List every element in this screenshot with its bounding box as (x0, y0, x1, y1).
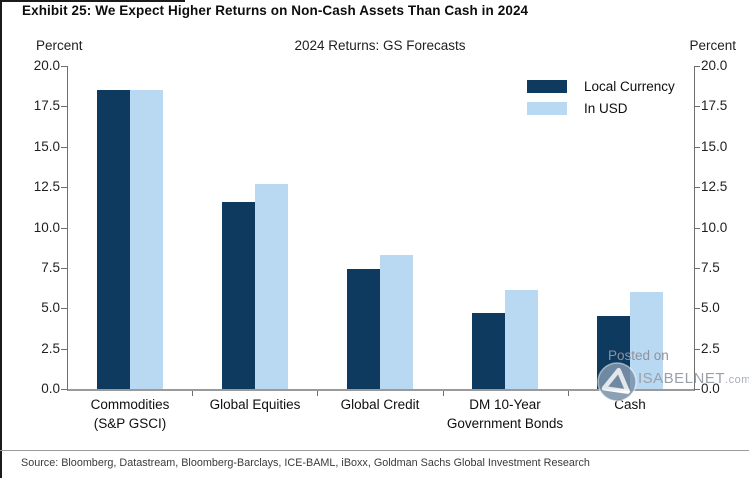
y-tick-label-left: 0.0 (41, 381, 60, 396)
x-axis-boundary-tick (443, 391, 444, 396)
legend-label-in-usd: In USD (584, 101, 628, 116)
bar-in-usd-dm-10-year (505, 290, 538, 389)
bar-group-global-equities (222, 66, 288, 389)
y-tick-label-right: 5.0 (701, 300, 720, 315)
bar-in-usd-global-equities (255, 184, 288, 389)
legend-item-local-currency: Local Currency (527, 79, 675, 94)
y-tick-right (694, 187, 700, 188)
y-tick-left (61, 147, 67, 148)
y-tick-label-left: 7.5 (41, 260, 60, 275)
watermark-brand-suffix: .com (725, 374, 749, 386)
bar-local-currency-global-credit (347, 269, 380, 389)
x-axis-boundary-tick (568, 391, 569, 396)
y-tick-right (694, 66, 700, 67)
legend-swatch-in-usd (527, 102, 567, 115)
bar-local-currency-commodities (97, 90, 130, 389)
bar-group-commodities (97, 66, 163, 389)
y-tick-label-right: 10.0 (701, 220, 728, 235)
y-axis-unit-left: Percent (36, 38, 83, 53)
y-tick-label-right: 12.5 (701, 179, 728, 194)
x-axis-boundary-tick (192, 391, 193, 396)
legend-label-local-currency: Local Currency (584, 79, 675, 94)
chart-title: 2024 Returns: GS Forecasts (294, 38, 466, 53)
y-tick-label-right: 15.0 (701, 139, 728, 154)
legend-item-in-usd: In USD (527, 101, 675, 116)
y-axis-unit-right: Percent (689, 38, 736, 53)
y-tick-right (694, 147, 700, 148)
watermark-brand-name: ISABELNET (638, 370, 726, 387)
y-tick-left (61, 268, 67, 269)
legend: Local Currency In USD (527, 79, 675, 123)
source-line: Source: Bloomberg, Datastream, Bloomberg… (21, 457, 590, 469)
bar-in-usd-global-credit (380, 255, 413, 389)
left-border (0, 0, 2, 478)
y-tick-right (694, 228, 700, 229)
exhibit-title: Exhibit 25: We Expect Higher Returns on … (22, 3, 529, 18)
y-tick-left (61, 106, 67, 107)
y-tick-label-left: 10.0 (33, 220, 60, 235)
y-tick-left (61, 66, 67, 67)
bar-local-currency-dm-10-year (472, 313, 505, 389)
y-tick-label-right: 17.5 (701, 98, 728, 113)
y-tick-label-right: 7.5 (701, 260, 720, 275)
bar-local-currency-global-equities (222, 202, 255, 389)
y-tick-right (694, 389, 700, 390)
y-tick-right (694, 268, 700, 269)
y-tick-left (61, 389, 67, 390)
y-tick-left (61, 187, 67, 188)
category-label-global-equities: Global Equities (209, 397, 301, 412)
isabelnet-logo-icon (596, 361, 638, 408)
y-tick-left (61, 228, 67, 229)
y-tick-label-right: 2.5 (701, 341, 720, 356)
source-divider (0, 450, 749, 451)
legend-swatch-local-currency (527, 80, 567, 93)
bar-group-dm-10-year (472, 66, 538, 389)
y-tick-label-right: 0.0 (701, 381, 720, 396)
y-tick-label-right: 20.0 (701, 58, 728, 73)
y-tick-right (694, 349, 700, 350)
category-label-global-credit: Global Credit (340, 397, 420, 412)
y-tick-label-left: 20.0 (33, 58, 60, 73)
y-tick-label-left: 5.0 (41, 300, 60, 315)
y-tick-label-left: 17.5 (33, 98, 60, 113)
bar-group-global-credit (347, 66, 413, 389)
y-tick-left (61, 349, 67, 350)
bar-in-usd-commodities (130, 90, 163, 389)
category-label-dm-10-year: DM 10-Year Government Bonds (446, 397, 564, 431)
y-tick-label-left: 2.5 (41, 341, 60, 356)
watermark-posted-on: Posted on (608, 348, 669, 363)
y-tick-right (694, 106, 700, 107)
y-tick-label-left: 15.0 (33, 139, 60, 154)
y-tick-right (694, 308, 700, 309)
top-border-segment (0, 0, 185, 2)
watermark-brand: ISABELNET.com (638, 370, 749, 387)
x-axis-boundary-tick (317, 391, 318, 396)
category-label-commodities: Commodities (S&P GSCI) (90, 397, 170, 431)
bar-in-usd-cash (630, 292, 663, 389)
y-tick-label-left: 12.5 (33, 179, 60, 194)
y-tick-left (61, 308, 67, 309)
